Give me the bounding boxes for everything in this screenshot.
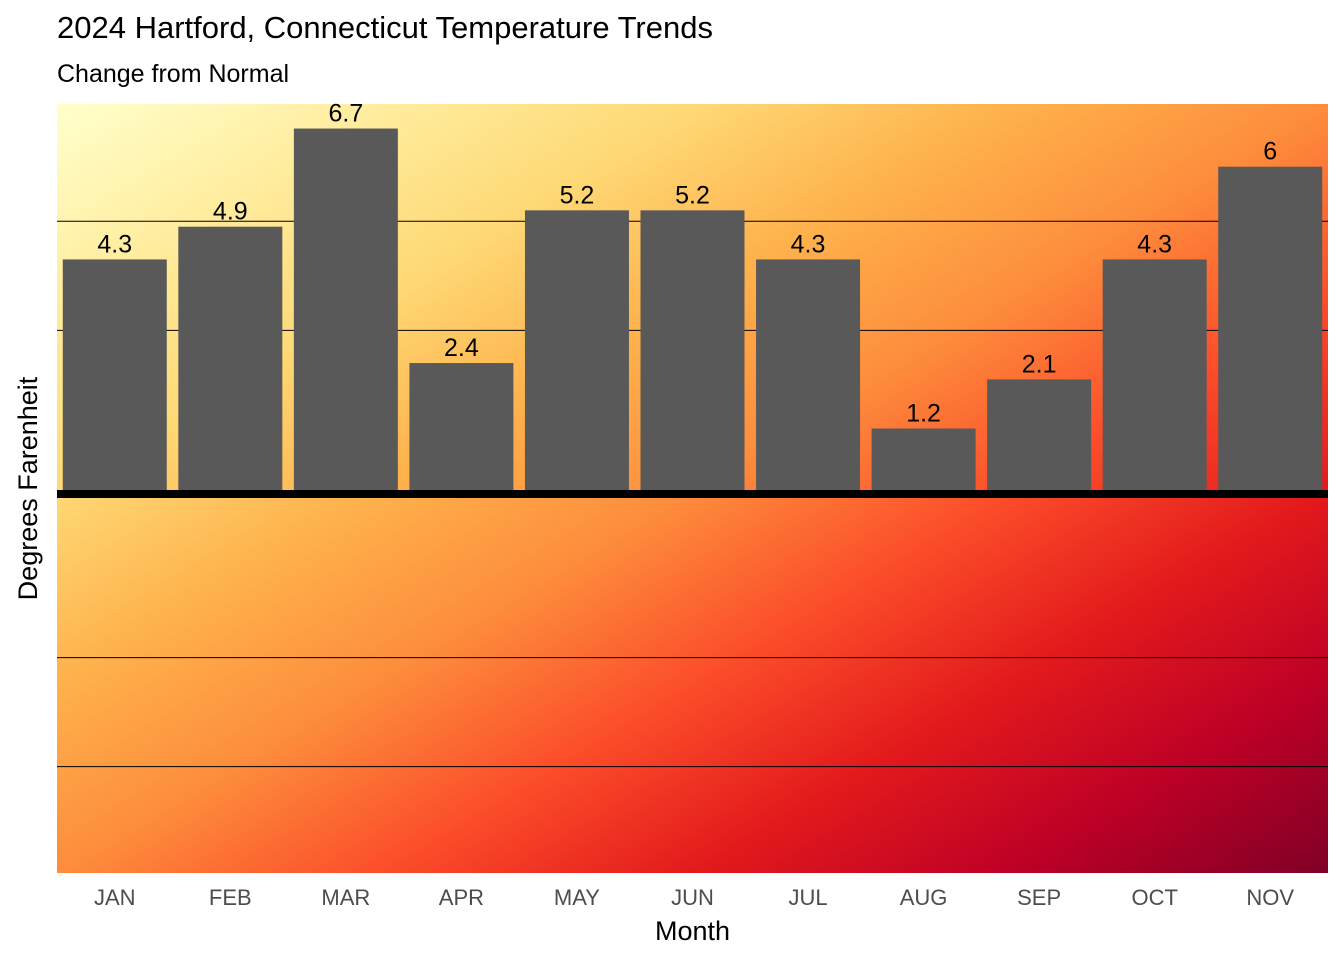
bar-jul xyxy=(756,259,861,494)
x-axis-tick-labels: JAN FEB MAR APR MAY JUN JUL AUG SEP OCT NOV xyxy=(94,885,1294,910)
x-tick-label-feb: FEB xyxy=(209,885,252,910)
value-label-jul: 4.3 xyxy=(791,230,826,258)
value-label-apr: 2.4 xyxy=(444,334,479,362)
value-label-may: 5.2 xyxy=(560,181,595,209)
x-tick-label-jan: JAN xyxy=(94,885,136,910)
value-label-oct: 4.3 xyxy=(1137,230,1172,258)
x-tick-label-apr: APR xyxy=(439,885,484,910)
x-tick-label-mar: MAR xyxy=(321,885,370,910)
x-tick-label-nov: NOV xyxy=(1246,885,1294,910)
x-tick-label-may: MAY xyxy=(554,885,600,910)
chart-title: 2024 Hartford, Connecticut Temperature T… xyxy=(57,10,713,45)
bar-oct xyxy=(1102,259,1207,494)
bar-apr xyxy=(409,363,514,494)
value-label-aug: 1.2 xyxy=(906,400,941,428)
value-label-nov: 6 xyxy=(1263,138,1277,166)
bar-jan xyxy=(62,259,167,494)
bar-nov xyxy=(1218,166,1323,494)
chart-subtitle: Change from Normal xyxy=(57,60,290,88)
x-axis-title: Month xyxy=(655,916,730,946)
y-axis-title: Degrees Farenheit xyxy=(13,376,43,600)
value-label-jun: 5.2 xyxy=(675,181,710,209)
x-tick-label-sep: SEP xyxy=(1017,885,1061,910)
value-label-sep: 2.1 xyxy=(1022,350,1057,378)
value-label-jan: 4.3 xyxy=(97,230,132,258)
bar-aug xyxy=(871,428,976,494)
x-tick-label-jul: JUL xyxy=(788,885,827,910)
value-labels: 4.3 4.9 6.7 2.4 5.2 5.2 4.3 1.2 2.1 4.3 6 xyxy=(97,100,1277,428)
bar-may xyxy=(524,210,629,494)
value-label-feb: 4.9 xyxy=(213,198,248,226)
bar-feb xyxy=(178,226,283,494)
bars xyxy=(62,128,1323,494)
bar-mar xyxy=(293,128,398,494)
bar-sep xyxy=(987,379,1092,494)
x-tick-label-oct: OCT xyxy=(1131,885,1177,910)
value-label-mar: 6.7 xyxy=(328,100,363,128)
x-tick-label-jun: JUN xyxy=(671,885,714,910)
bar-jun xyxy=(640,210,745,494)
x-tick-label-aug: AUG xyxy=(900,885,948,910)
